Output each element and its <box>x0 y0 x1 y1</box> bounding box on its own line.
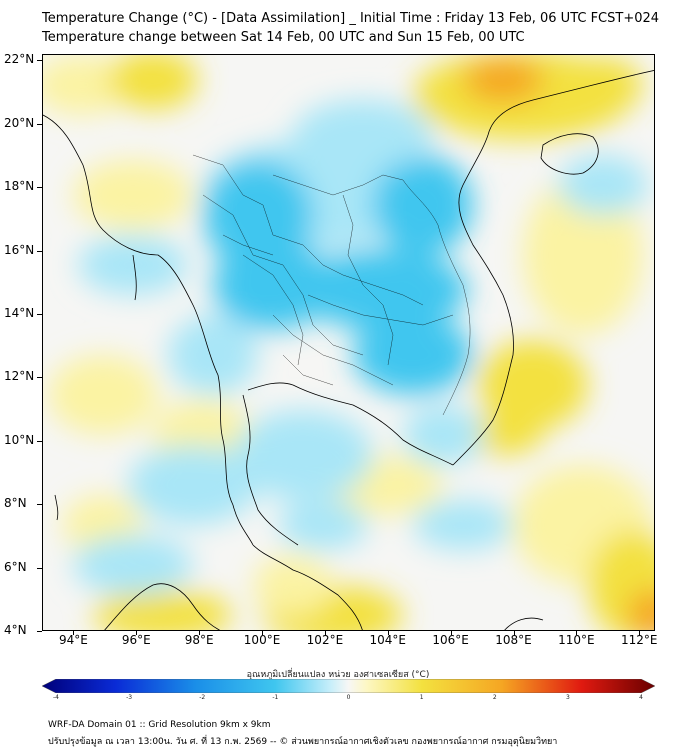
lon-label: 94°E <box>58 633 88 647</box>
lon-tick <box>136 631 138 635</box>
temperature-field <box>43 55 654 630</box>
lat-tick <box>37 504 42 506</box>
lat-label: 10°N <box>4 432 35 447</box>
colorbar-tick-label: -3 <box>126 694 133 701</box>
lat-label: 20°N <box>4 115 35 130</box>
lon-tick <box>73 631 75 635</box>
colorbar <box>42 679 655 693</box>
coastlines <box>43 70 654 630</box>
map-title: Temperature Change (°C) - [Data Assimila… <box>42 11 660 26</box>
lon-label: 108°E <box>495 633 532 647</box>
lon-label: 110°E <box>558 633 595 647</box>
lon-label: 98°E <box>184 633 214 647</box>
lon-label: 102°E <box>306 633 344 647</box>
footer-model-info: WRF-DA Domain 01 :: Grid Resolution 9km … <box>48 720 271 730</box>
lon-label: 112°E <box>621 633 658 647</box>
colorbar-tick-label: 0 <box>346 694 351 701</box>
lon-tick <box>199 631 201 635</box>
provincial-borders <box>192 154 471 416</box>
lat-tick <box>37 567 42 569</box>
map-canvas <box>43 55 654 630</box>
lon-label: 104°E <box>369 633 407 647</box>
lon-tick <box>262 631 264 635</box>
lat-label: 8°N <box>4 496 27 511</box>
lat-tick <box>37 123 42 125</box>
map-subtitle: Temperature change between Sat 14 Feb, 0… <box>42 30 525 45</box>
colorbar-tick-label: 2 <box>492 694 497 701</box>
temperature-change-map <box>42 54 655 631</box>
colorbar-tick-label: -1 <box>272 694 279 701</box>
lat-label: 6°N <box>4 559 27 574</box>
colorbar-tick-label: 4 <box>639 694 643 701</box>
lat-label: 4°N <box>4 623 27 637</box>
lat-tick <box>37 377 42 379</box>
colorbar-label: อุณหภูมิเปลี่ยนแปลง หน่วย องศาเซลเซียส (… <box>246 670 430 680</box>
lon-tick <box>513 631 515 635</box>
lat-label: 16°N <box>4 242 35 257</box>
lon-tick <box>576 631 578 635</box>
lat-label: 22°N <box>4 52 35 67</box>
lat-label: 14°N <box>4 305 35 320</box>
footer-credit: ปรับปรุงข้อมูล ณ เวลา 13:00น. วัน ศ. ที่… <box>48 737 558 747</box>
lat-tick <box>37 60 42 62</box>
lat-label: 18°N <box>4 179 35 194</box>
lon-label: 96°E <box>121 633 151 647</box>
lon-tick <box>639 631 641 635</box>
lat-tick <box>37 631 42 632</box>
colorbar-tick-label: 1 <box>419 694 424 701</box>
colorbar-tick-label: -4 <box>53 694 59 701</box>
lon-tick <box>387 631 389 635</box>
lat-label: 12°N <box>4 369 35 384</box>
colorbar-tick-label: 3 <box>565 694 570 701</box>
lat-tick <box>37 313 42 315</box>
lat-tick <box>37 440 42 442</box>
lat-tick <box>37 187 42 189</box>
lat-tick <box>37 250 42 252</box>
lon-label: 106°E <box>432 633 469 647</box>
lon-tick <box>450 631 452 635</box>
colorbar-tick-label: -2 <box>199 694 206 701</box>
lon-label: 100°E <box>243 633 281 647</box>
lon-tick <box>324 631 326 635</box>
